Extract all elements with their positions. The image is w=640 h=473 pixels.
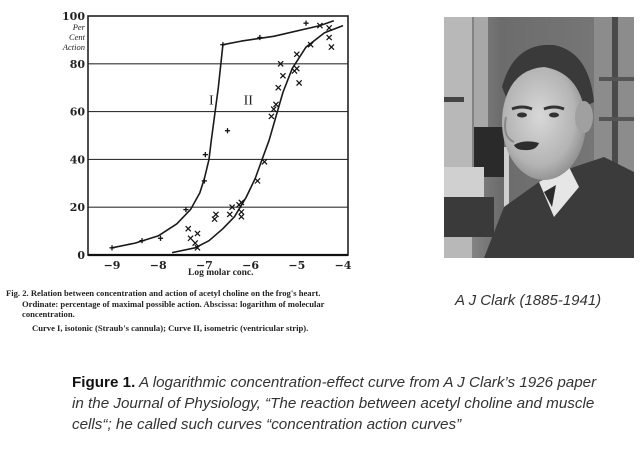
- figure-caption-lead: Figure 1.: [72, 374, 136, 391]
- data-point: [272, 101, 280, 108]
- y-tick-label: 40: [70, 153, 86, 166]
- data-point: [277, 60, 284, 67]
- curve-label: I: [209, 93, 214, 108]
- y-axis-label: Per: [72, 22, 86, 32]
- data-point: [212, 211, 219, 218]
- y-tick-label: 100: [62, 10, 85, 23]
- data-point: [183, 206, 189, 213]
- data-point: [293, 51, 300, 58]
- data-point: [303, 20, 309, 26]
- data-point: [238, 199, 245, 206]
- caption-line-2: Ordinate: percentage of maximal possible…: [22, 298, 325, 309]
- y-tick-label: 20: [70, 201, 86, 214]
- data-point: [279, 72, 286, 79]
- data-point: [296, 79, 303, 86]
- chart-curves: [111, 20, 344, 254]
- y-tick-label: 0: [77, 249, 85, 262]
- data-point: [139, 238, 145, 244]
- y-axis-label: Action: [62, 42, 85, 52]
- x-tick-label: −6: [242, 259, 259, 270]
- x-tick-label: −4: [335, 259, 352, 270]
- x-tick-label: −7: [196, 259, 213, 270]
- data-point: [224, 128, 231, 134]
- x-tick-label: −5: [288, 259, 305, 270]
- chart-grid: [88, 63, 348, 208]
- portrait-caption: A J Clark (1885-1941): [455, 292, 602, 309]
- data-point: [254, 177, 261, 184]
- y-tick-label: 60: [70, 106, 86, 119]
- data-point: [211, 216, 218, 223]
- data-point: [316, 22, 323, 29]
- data-point: [157, 235, 164, 241]
- data-point: [270, 106, 277, 113]
- original-figure-caption: Fig. 2. Relation between concentration a…: [6, 288, 406, 333]
- data-point: [328, 44, 335, 51]
- data-point: [187, 235, 194, 242]
- data-point: [194, 244, 201, 251]
- data-point: [275, 84, 282, 91]
- chart-axes: [87, 15, 349, 257]
- data-point: [326, 34, 333, 41]
- chart-points: [109, 20, 335, 251]
- data-point: [307, 41, 314, 48]
- data-point: [194, 230, 201, 237]
- data-point: [238, 213, 245, 220]
- caption-line-1: Fig. 2. Relation between concentration a…: [6, 288, 321, 298]
- y-tick-label: 80: [70, 58, 86, 71]
- x-axis-label: Log molar conc.: [188, 268, 254, 278]
- portrait-photo: [444, 17, 634, 258]
- caption-line-3: concentration.: [22, 309, 75, 319]
- portrait-image: [444, 17, 634, 258]
- data-point: [226, 211, 233, 218]
- x-tick-label: −8: [150, 259, 167, 270]
- x-tick-label: −9: [104, 259, 121, 270]
- data-point: [192, 240, 199, 247]
- curve-label: II: [244, 93, 254, 108]
- data-point: [185, 225, 192, 232]
- data-point: [326, 24, 333, 31]
- data-point: [257, 34, 263, 41]
- data-point: [229, 204, 236, 211]
- curve-1: [111, 20, 335, 249]
- data-point: [293, 65, 300, 72]
- data-point: [109, 245, 115, 251]
- y-axis-label: Cent: [69, 32, 86, 42]
- data-point: [220, 42, 226, 48]
- data-point: [201, 178, 207, 184]
- curve-2: [171, 24, 344, 254]
- data-point: [261, 158, 268, 165]
- figure-caption: Figure 1. A logarithmic concentration-ef…: [72, 372, 612, 435]
- data-point: [238, 208, 245, 216]
- data-point: [268, 113, 275, 120]
- figure-caption-body: A logarithmic concentration-effect curve…: [72, 374, 597, 433]
- caption-line-4: Curve I, isotonic (Straub's cannula); Cu…: [32, 322, 309, 333]
- plot-frame: [87, 15, 349, 256]
- data-point: [202, 152, 208, 158]
